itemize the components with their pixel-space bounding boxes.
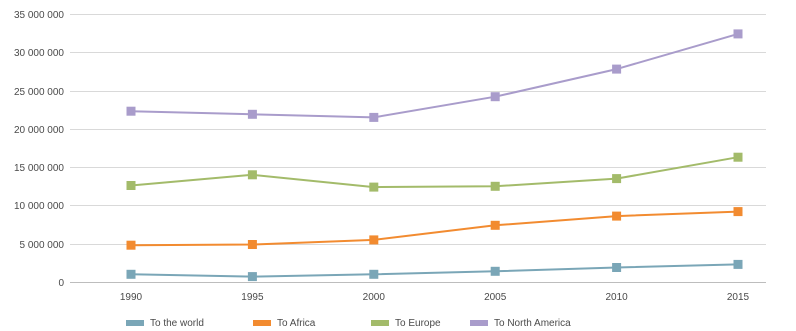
axis-layer: 0 5 000 000 10 000 000 15 000 000 20 000 000… [14, 10, 750, 303]
data-point [369, 235, 379, 245]
data-point [369, 112, 379, 122]
legend-label: To the world [150, 318, 204, 329]
x-tick-label: 2000 [363, 292, 386, 303]
data-point [612, 211, 622, 221]
y-tick-label: 35 000 000 [14, 10, 64, 21]
data-point [490, 266, 500, 276]
data-point [369, 182, 379, 192]
data-point [612, 64, 622, 74]
data-point [612, 174, 622, 184]
legend-swatch [253, 320, 271, 326]
x-tick-label: 1995 [241, 292, 264, 303]
data-point [612, 263, 622, 272]
series-line [130, 32, 739, 119]
y-tick-label: 30 000 000 [14, 48, 64, 59]
y-tick-label: 25 000 000 [14, 87, 64, 98]
legend-item: To North America [470, 318, 571, 329]
series-line [130, 263, 739, 278]
x-tick-label: 2010 [605, 292, 628, 303]
y-tick-label: 15 000 000 [14, 163, 64, 174]
data-point [126, 181, 136, 190]
data-point [247, 240, 257, 249]
series-line [130, 156, 739, 189]
legend-label: To Europe [395, 318, 441, 329]
legend-label: To North America [494, 318, 571, 329]
legend-label: To Africa [277, 318, 316, 329]
data-point [369, 269, 379, 279]
series-2 [126, 152, 743, 192]
series-1 [126, 207, 743, 250]
data-point [733, 259, 743, 269]
series-3 [126, 29, 743, 122]
grid-layer [70, 14, 766, 283]
y-tick-label: 0 [58, 278, 64, 289]
legend-item: To the world [126, 318, 204, 329]
x-tick-label: 1990 [120, 292, 143, 303]
legend: To the world To Africa To Europe To North A… [126, 318, 571, 329]
x-tick-label: 2015 [727, 292, 750, 303]
data-point [126, 106, 136, 116]
series-line [130, 210, 739, 247]
data-point [733, 29, 743, 39]
legend-item: To Europe [371, 318, 441, 329]
legend-item: To Africa [253, 318, 316, 329]
data-point [126, 240, 136, 250]
y-tick-label: 10 000 000 [14, 201, 64, 212]
data-point [490, 181, 500, 191]
data-point [126, 269, 136, 279]
series-0 [126, 259, 743, 282]
data-point [247, 109, 257, 119]
legend-swatch [371, 320, 389, 326]
data-point [247, 170, 257, 180]
data-point [733, 152, 743, 162]
y-tick-label: 5 000 000 [20, 240, 65, 251]
legend-swatch [126, 320, 144, 326]
x-tick-label: 2005 [484, 292, 507, 303]
series-layer [126, 29, 743, 282]
legend-swatch [470, 320, 488, 326]
data-point [733, 207, 743, 217]
y-tick-label: 20 000 000 [14, 125, 64, 136]
data-point [247, 272, 257, 282]
data-point [490, 92, 500, 102]
data-point [490, 220, 500, 230]
